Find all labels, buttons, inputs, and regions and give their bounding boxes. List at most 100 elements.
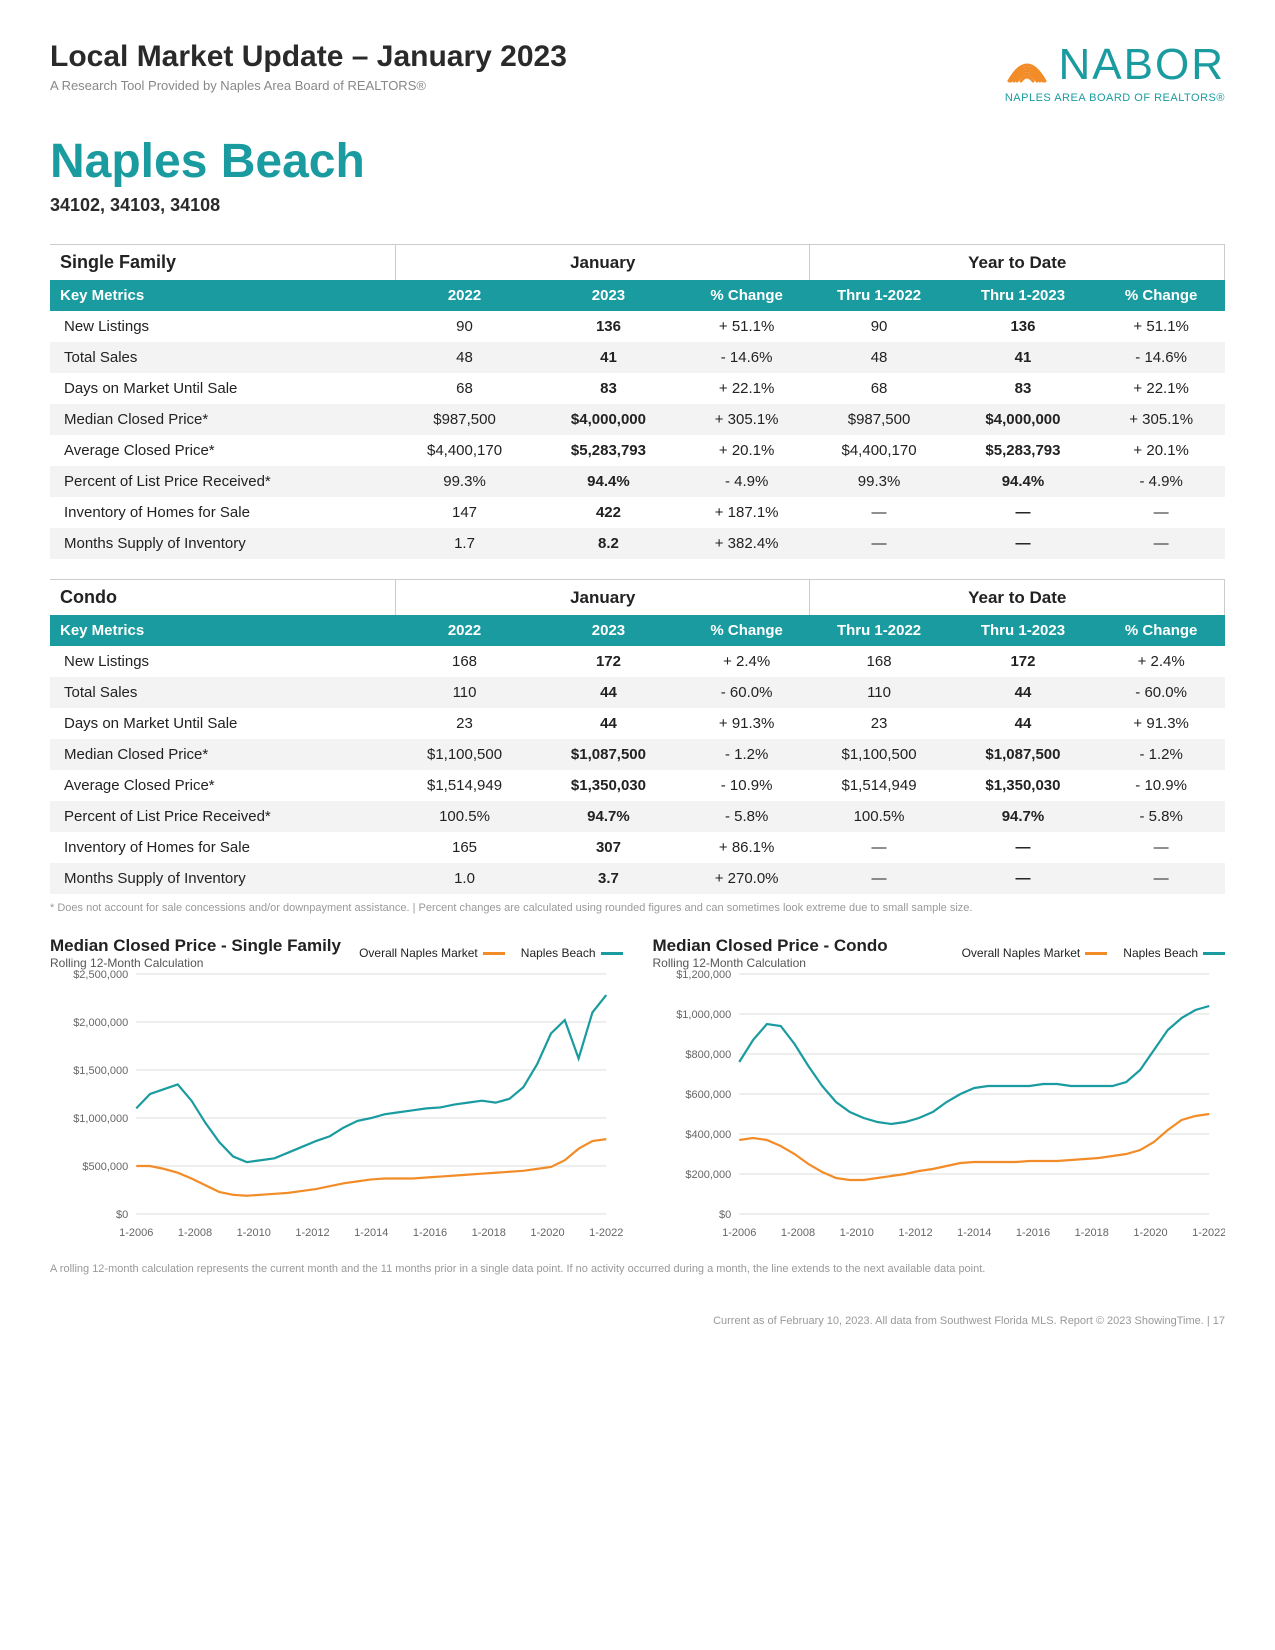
cell: $1,514,949 — [395, 770, 533, 801]
table-row: Average Closed Price*$1,514,949$1,350,03… — [50, 770, 1225, 801]
cell: Days on Market Until Sale — [50, 373, 395, 404]
cell: 147 — [395, 497, 533, 528]
table-row: Total Sales4841- 14.6%4841- 14.6% — [50, 342, 1225, 373]
cell: — — [948, 528, 1098, 559]
cell: $1,087,500 — [948, 739, 1098, 770]
svg-text:1-2022: 1-2022 — [589, 1227, 622, 1239]
cell: $1,087,500 — [534, 739, 684, 770]
svg-text:1-2020: 1-2020 — [530, 1227, 564, 1239]
table-row: Days on Market Until Sale6883+ 22.1%6883… — [50, 373, 1225, 404]
svg-text:$0: $0 — [116, 1209, 128, 1221]
cell: $1,350,030 — [534, 770, 684, 801]
table-row: Total Sales11044- 60.0%11044- 60.0% — [50, 677, 1225, 708]
cell: 23 — [395, 708, 533, 739]
svg-text:$500,000: $500,000 — [82, 1161, 128, 1173]
cell: $987,500 — [395, 404, 533, 435]
cell: 94.7% — [534, 801, 684, 832]
cell: Total Sales — [50, 677, 395, 708]
cell: $4,000,000 — [948, 404, 1098, 435]
cell: 83 — [534, 373, 684, 404]
zip-codes: 34102, 34103, 34108 — [50, 195, 1225, 216]
header: Local Market Update – January 2023 A Res… — [50, 40, 1225, 104]
cell: $1,100,500 — [810, 739, 948, 770]
cell: 48 — [810, 342, 948, 373]
svg-text:1-2014: 1-2014 — [957, 1227, 991, 1239]
legend-swatch — [601, 952, 623, 955]
cell: $987,500 — [810, 404, 948, 435]
cell: - 10.9% — [683, 770, 810, 801]
cell: Median Closed Price* — [50, 739, 395, 770]
legend-label: Naples Beach — [1123, 946, 1198, 960]
cell: Days on Market Until Sale — [50, 708, 395, 739]
legend-item: Overall Naples Market — [962, 946, 1108, 960]
table-row: Median Closed Price*$1,100,500$1,087,500… — [50, 739, 1225, 770]
col-header: Key Metrics — [50, 280, 395, 311]
table-row: Months Supply of Inventory1.78.2+ 382.4%… — [50, 528, 1225, 559]
svg-text:1-2006: 1-2006 — [119, 1227, 153, 1239]
table-footnote: * Does not account for sale concessions … — [50, 902, 1225, 914]
table-row: New Listings168172+ 2.4%168172+ 2.4% — [50, 646, 1225, 677]
table-row: Inventory of Homes for Sale147422+ 187.1… — [50, 497, 1225, 528]
cell: 100.5% — [395, 801, 533, 832]
group-january: January — [395, 580, 810, 616]
cell: 307 — [534, 832, 684, 863]
cell: - 10.9% — [1098, 770, 1225, 801]
cell: + 20.1% — [683, 435, 810, 466]
col-header: 2023 — [534, 615, 684, 646]
page-footer: Current as of February 10, 2023. All dat… — [50, 1315, 1225, 1327]
cell: 68 — [810, 373, 948, 404]
cell: Inventory of Homes for Sale — [50, 497, 395, 528]
svg-text:1-2008: 1-2008 — [178, 1227, 212, 1239]
cell: 422 — [534, 497, 684, 528]
nabor-sun-icon — [1003, 41, 1051, 89]
col-header: Thru 1-2023 — [948, 280, 1098, 311]
cell: Months Supply of Inventory — [50, 863, 395, 894]
table-row: Days on Market Until Sale2344+ 91.3%2344… — [50, 708, 1225, 739]
col-header: % Change — [1098, 615, 1225, 646]
report-title: Local Market Update – January 2023 — [50, 40, 567, 74]
cell: + 2.4% — [683, 646, 810, 677]
svg-text:1-2008: 1-2008 — [780, 1227, 814, 1239]
svg-text:1-2012: 1-2012 — [295, 1227, 329, 1239]
cell: New Listings — [50, 646, 395, 677]
svg-text:1-2016: 1-2016 — [413, 1227, 447, 1239]
table-row: Percent of List Price Received*99.3%94.4… — [50, 466, 1225, 497]
cell: — — [810, 832, 948, 863]
svg-text:$600,000: $600,000 — [685, 1089, 731, 1101]
cell: 172 — [534, 646, 684, 677]
cell: + 51.1% — [683, 311, 810, 342]
legend-label: Overall Naples Market — [359, 946, 478, 960]
cell: $4,000,000 — [534, 404, 684, 435]
cell: 3.7 — [534, 863, 684, 894]
table-condo: Condo January Year to DateKey Metrics202… — [50, 579, 1225, 894]
cell: + 91.3% — [1098, 708, 1225, 739]
cell: 94.4% — [534, 466, 684, 497]
cell: 172 — [948, 646, 1098, 677]
cell: — — [1098, 863, 1225, 894]
cell: + 2.4% — [1098, 646, 1225, 677]
cell: + 86.1% — [683, 832, 810, 863]
col-header: Key Metrics — [50, 615, 395, 646]
cell: — — [1098, 528, 1225, 559]
cell: Average Closed Price* — [50, 770, 395, 801]
cell: + 305.1% — [683, 404, 810, 435]
cell: — — [1098, 832, 1225, 863]
table-row: Months Supply of Inventory1.03.7+ 270.0%… — [50, 863, 1225, 894]
svg-text:$2,000,000: $2,000,000 — [73, 1017, 128, 1029]
cell: 1.0 — [395, 863, 533, 894]
cell: 110 — [395, 677, 533, 708]
region-name: Naples Beach — [50, 134, 1225, 189]
svg-text:1-2006: 1-2006 — [722, 1227, 756, 1239]
cell: $1,514,949 — [810, 770, 948, 801]
legend-item: Naples Beach — [1123, 946, 1225, 960]
cell: — — [1098, 497, 1225, 528]
chart-condo: Median Closed Price - Condo Rolling 12-M… — [653, 936, 1226, 1249]
cell: + 305.1% — [1098, 404, 1225, 435]
svg-text:$400,000: $400,000 — [685, 1129, 731, 1141]
svg-text:1-2020: 1-2020 — [1133, 1227, 1167, 1239]
table-row: Average Closed Price*$4,400,170$5,283,79… — [50, 435, 1225, 466]
chart-svg: $0$200,000$400,000$600,000$800,000$1,000… — [653, 964, 1226, 1244]
cell: 83 — [948, 373, 1098, 404]
charts-row: Median Closed Price - Single Family Roll… — [50, 936, 1225, 1249]
svg-text:1-2010: 1-2010 — [237, 1227, 271, 1239]
